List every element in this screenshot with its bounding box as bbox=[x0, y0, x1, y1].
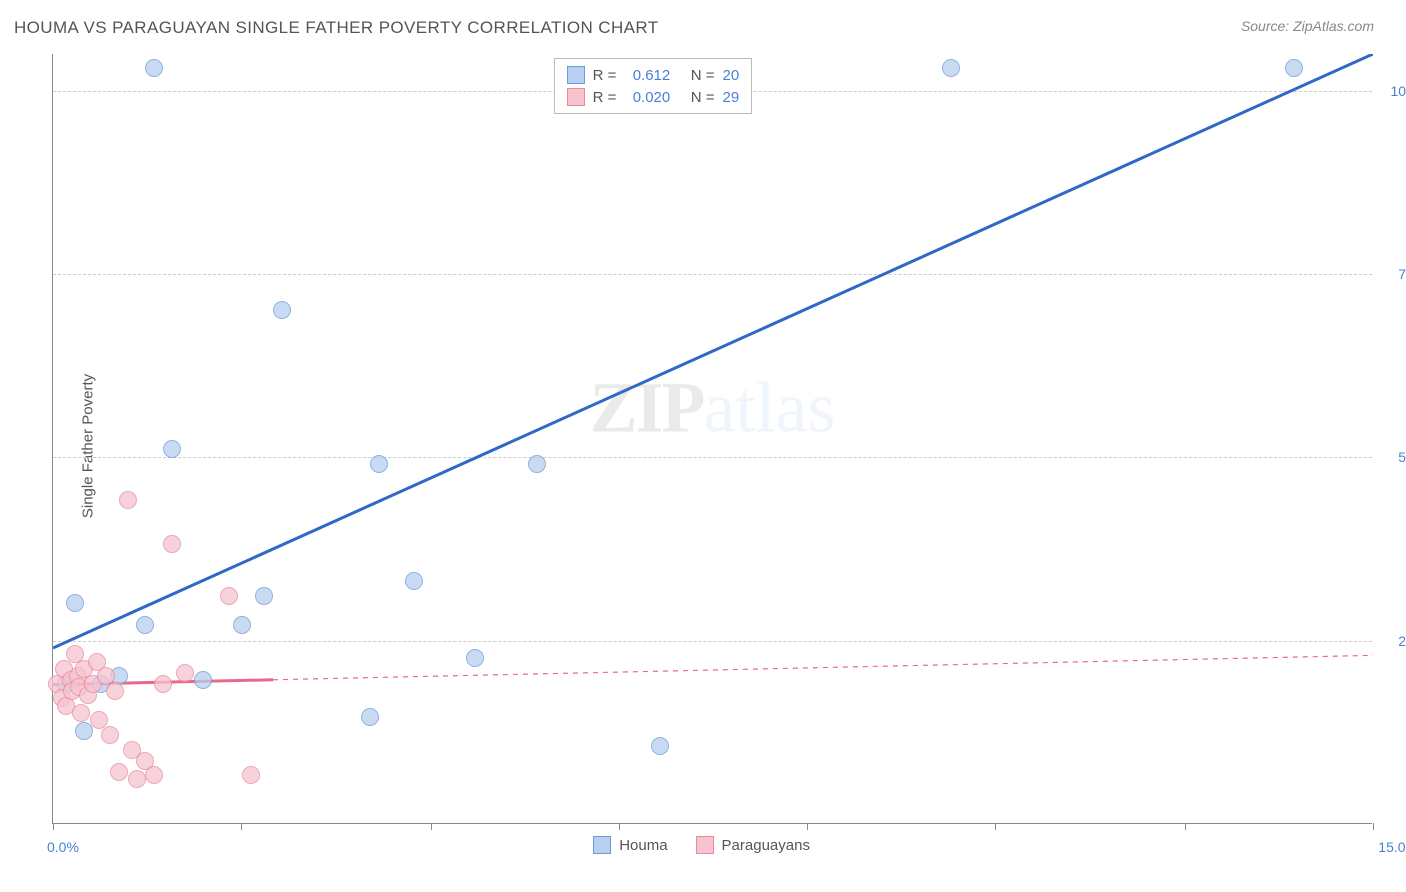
x-tick bbox=[1373, 823, 1374, 830]
watermark: ZIPatlas bbox=[590, 366, 836, 449]
x-tick-label: 15.0% bbox=[1378, 839, 1406, 855]
data-point bbox=[528, 455, 546, 473]
legend-series-item: Houma bbox=[593, 836, 667, 854]
legend-r-value: 0.612 bbox=[633, 67, 671, 84]
legend-swatch bbox=[567, 66, 585, 84]
data-point bbox=[128, 770, 146, 788]
scatter-plot-area: ZIPatlas 25.0%50.0%75.0%100.0%0.0%15.0% bbox=[52, 54, 1372, 824]
legend-swatch bbox=[567, 88, 585, 106]
trend-lines bbox=[53, 54, 1373, 824]
data-point bbox=[145, 766, 163, 784]
legend-n-value: 20 bbox=[723, 67, 740, 84]
data-point bbox=[119, 491, 137, 509]
data-point bbox=[154, 675, 172, 693]
y-tick-label: 50.0% bbox=[1398, 449, 1406, 465]
legend-r-value: 0.020 bbox=[633, 89, 671, 106]
data-point bbox=[273, 301, 291, 319]
y-tick-label: 100.0% bbox=[1391, 83, 1406, 99]
data-point bbox=[194, 671, 212, 689]
data-point bbox=[176, 664, 194, 682]
series-legend: Houma Paraguayans bbox=[593, 836, 810, 854]
legend-series-item: Paraguayans bbox=[696, 836, 810, 854]
legend-n-value: 29 bbox=[723, 89, 740, 106]
data-point bbox=[370, 455, 388, 473]
x-tick bbox=[1185, 823, 1186, 830]
legend-series-label: Paraguayans bbox=[722, 837, 810, 854]
x-tick bbox=[995, 823, 996, 830]
data-point bbox=[255, 587, 273, 605]
data-point bbox=[110, 763, 128, 781]
data-point bbox=[145, 59, 163, 77]
legend-row: R = 0.020 N = 29 bbox=[567, 86, 740, 108]
y-tick-label: 75.0% bbox=[1398, 266, 1406, 282]
x-tick bbox=[807, 823, 808, 830]
data-point bbox=[242, 766, 260, 784]
legend-r-label: R = bbox=[593, 89, 625, 106]
legend-n-label: N = bbox=[678, 89, 714, 106]
gridline-h bbox=[53, 641, 1372, 642]
legend-swatch bbox=[593, 836, 611, 854]
watermark-atlas: atlas bbox=[704, 367, 836, 447]
source-attribution: Source: ZipAtlas.com bbox=[1241, 18, 1374, 34]
x-tick-label: 0.0% bbox=[47, 839, 79, 855]
data-point bbox=[106, 682, 124, 700]
watermark-zip: ZIP bbox=[590, 367, 704, 447]
data-point bbox=[163, 440, 181, 458]
x-tick bbox=[241, 823, 242, 830]
x-tick bbox=[431, 823, 432, 830]
data-point bbox=[72, 704, 90, 722]
data-point bbox=[405, 572, 423, 590]
data-point bbox=[220, 587, 238, 605]
data-point bbox=[136, 616, 154, 634]
data-point bbox=[466, 649, 484, 667]
legend-n-label: N = bbox=[678, 67, 714, 84]
chart-title: HOUMA VS PARAGUAYAN SINGLE FATHER POVERT… bbox=[14, 18, 659, 38]
data-point bbox=[233, 616, 251, 634]
data-point bbox=[66, 594, 84, 612]
data-point bbox=[651, 737, 669, 755]
gridline-h bbox=[53, 274, 1372, 275]
legend-series-label: Houma bbox=[619, 837, 667, 854]
gridline-h bbox=[53, 457, 1372, 458]
x-tick bbox=[619, 823, 620, 830]
data-point bbox=[1285, 59, 1303, 77]
data-point bbox=[942, 59, 960, 77]
legend-row: R = 0.612 N = 20 bbox=[567, 64, 740, 86]
x-tick bbox=[53, 823, 54, 830]
legend-r-label: R = bbox=[593, 67, 625, 84]
data-point bbox=[101, 726, 119, 744]
legend-swatch bbox=[696, 836, 714, 854]
y-tick-label: 25.0% bbox=[1398, 633, 1406, 649]
data-point bbox=[361, 708, 379, 726]
correlation-legend: R = 0.612 N = 20 R = 0.020 N = 29 bbox=[554, 58, 753, 114]
data-point bbox=[163, 535, 181, 553]
